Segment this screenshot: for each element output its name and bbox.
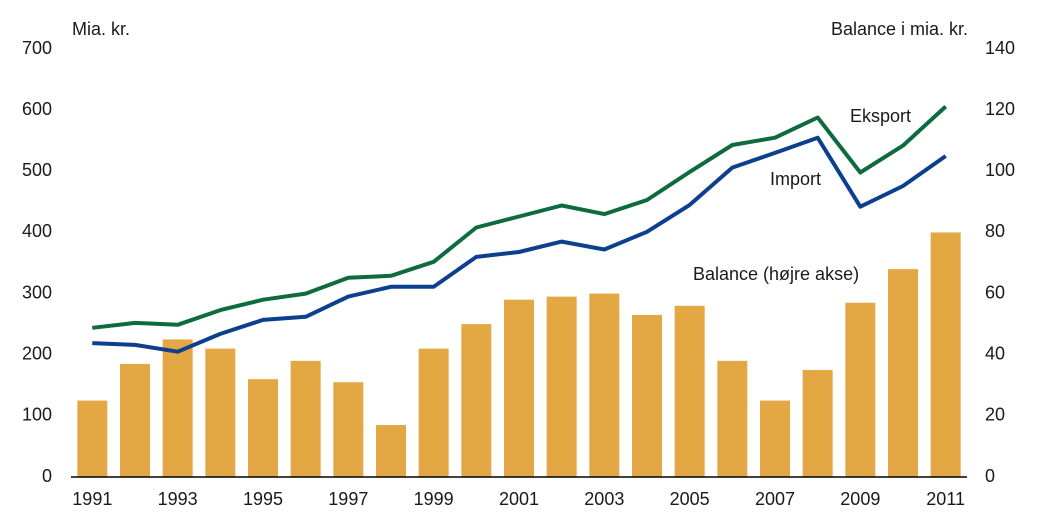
x-tick-label: 2007 [755, 489, 795, 509]
bar [205, 348, 236, 477]
x-tick-label: 2005 [670, 489, 710, 509]
y2-axis-label: Balance i mia. kr. [831, 19, 968, 39]
series-label: Import [770, 169, 821, 189]
bar [418, 348, 449, 477]
y2-tick-label: 140 [985, 38, 1015, 58]
y-tick-label: 0 [42, 466, 52, 486]
y2-tick-label: 80 [985, 221, 1005, 241]
y-tick-label: 400 [22, 221, 52, 241]
series-label: Balance (højre akse) [693, 264, 859, 284]
series-label: Eksport [850, 106, 911, 126]
y2-tick-label: 20 [985, 405, 1005, 425]
bar [632, 314, 662, 477]
y2-tick-label: 120 [985, 99, 1015, 119]
bar [504, 299, 534, 477]
x-tick-label: 1999 [414, 489, 454, 509]
bar [760, 400, 790, 477]
bar [376, 425, 406, 477]
x-tick-label: 2001 [499, 489, 539, 509]
bar [290, 360, 321, 477]
bar [589, 293, 620, 477]
x-tick-label: 1993 [158, 489, 198, 509]
bar [717, 360, 748, 477]
y2-tick-label: 100 [985, 160, 1015, 180]
line [92, 105, 948, 330]
x-tick-label: 1991 [72, 489, 112, 509]
y-tick-label: 100 [22, 405, 52, 425]
y2-tick-label: 40 [985, 343, 1005, 363]
x-tick-label: 1995 [243, 489, 283, 509]
bar [248, 379, 278, 477]
y-tick-label: 300 [22, 282, 52, 302]
y-axis-label: Mia. kr. [72, 19, 130, 39]
bar [845, 302, 876, 477]
bar [77, 400, 108, 477]
bar [888, 269, 918, 477]
y-tick-label: 600 [22, 99, 52, 119]
x-tick-label: 1997 [328, 489, 368, 509]
bar [546, 296, 577, 477]
bar [120, 363, 150, 477]
bar [930, 232, 961, 477]
y-tick-label: 700 [22, 38, 52, 58]
y2-tick-label: 0 [985, 466, 995, 486]
line [92, 135, 947, 354]
bar [674, 305, 705, 477]
bar [333, 382, 364, 477]
x-tick-label: 2011 [926, 489, 965, 509]
bar [802, 370, 833, 477]
bar [162, 339, 193, 477]
y-tick-label: 200 [22, 343, 52, 363]
y-tick-label: 500 [22, 160, 52, 180]
y2-tick-label: 60 [985, 282, 1005, 302]
x-tick-label: 2009 [840, 489, 880, 509]
x-tick-label: 2003 [584, 489, 624, 509]
bar [461, 324, 492, 477]
